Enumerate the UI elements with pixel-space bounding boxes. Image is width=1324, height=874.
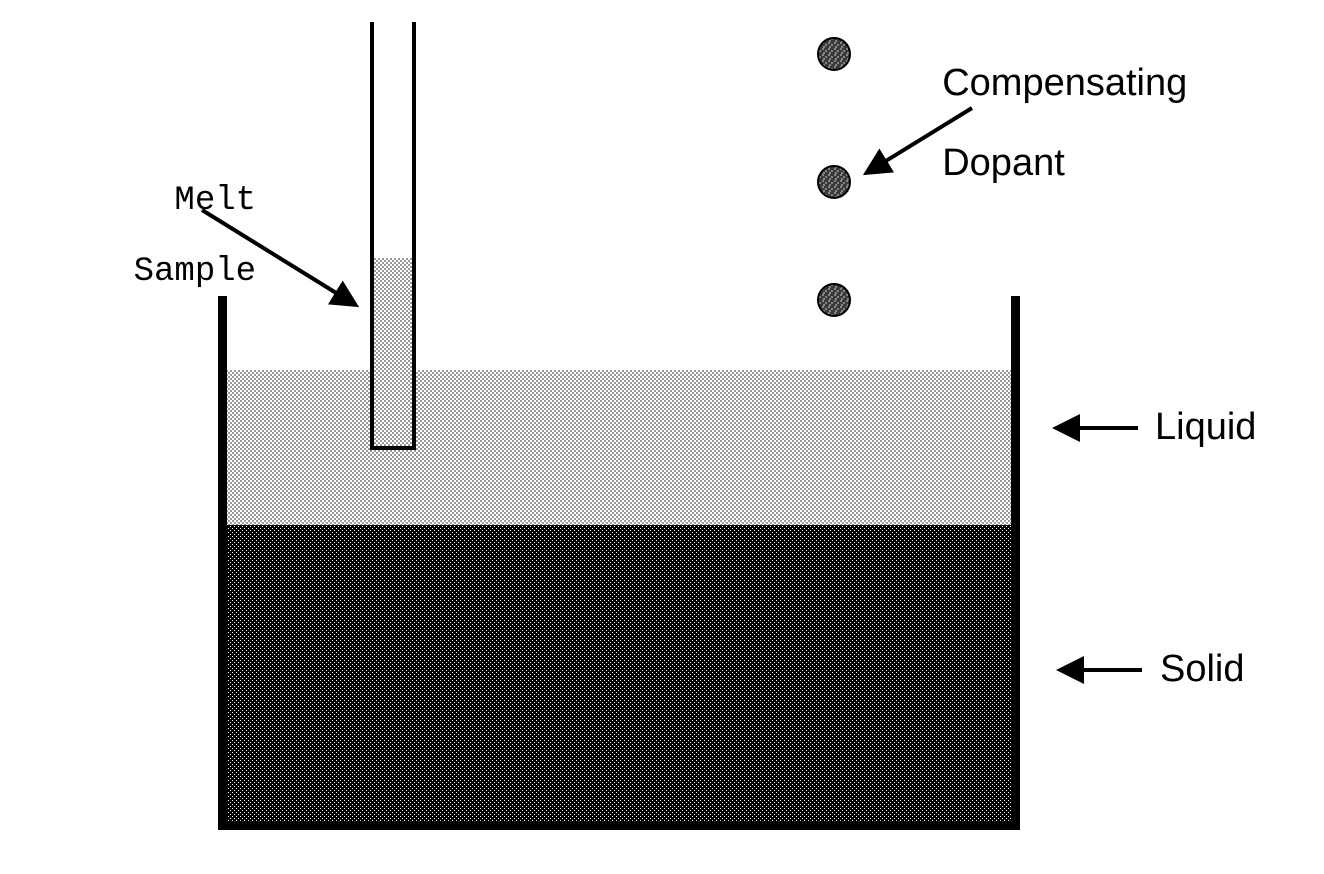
melt-sample-tube <box>370 22 416 450</box>
dopant-pellets <box>818 38 850 316</box>
tube-left-wall <box>370 22 374 450</box>
crucible-left-wall <box>218 296 227 830</box>
crucible-bottom-wall <box>218 821 1020 830</box>
crucible-group <box>218 296 1020 830</box>
label-liquid: Liquid <box>1155 408 1256 448</box>
tube-bottom-wall <box>370 446 416 450</box>
label-melt-sample: Melt Sample <box>52 148 256 326</box>
label-solid: Solid <box>1160 650 1245 690</box>
label-melt-sample-line1: Melt <box>134 182 256 220</box>
tube-liquid <box>374 258 412 450</box>
dopant-pellet <box>818 166 850 198</box>
label-compensating-dopant-line2: Dopant <box>942 142 1065 184</box>
dopant-pellet <box>818 38 850 70</box>
liquid-layer <box>227 370 1011 525</box>
crucible-right-wall <box>1011 296 1020 830</box>
label-compensating-dopant: Compensating Dopant <box>900 24 1187 223</box>
dopant-pellet <box>818 284 850 316</box>
label-melt-sample-line2: Sample <box>134 253 256 291</box>
diagram-canvas: Melt Sample Compensating Dopant Liquid S… <box>0 0 1324 874</box>
label-compensating-dopant-line1: Compensating <box>942 62 1187 104</box>
tube-right-wall <box>412 22 416 450</box>
solid-layer <box>227 525 1011 821</box>
